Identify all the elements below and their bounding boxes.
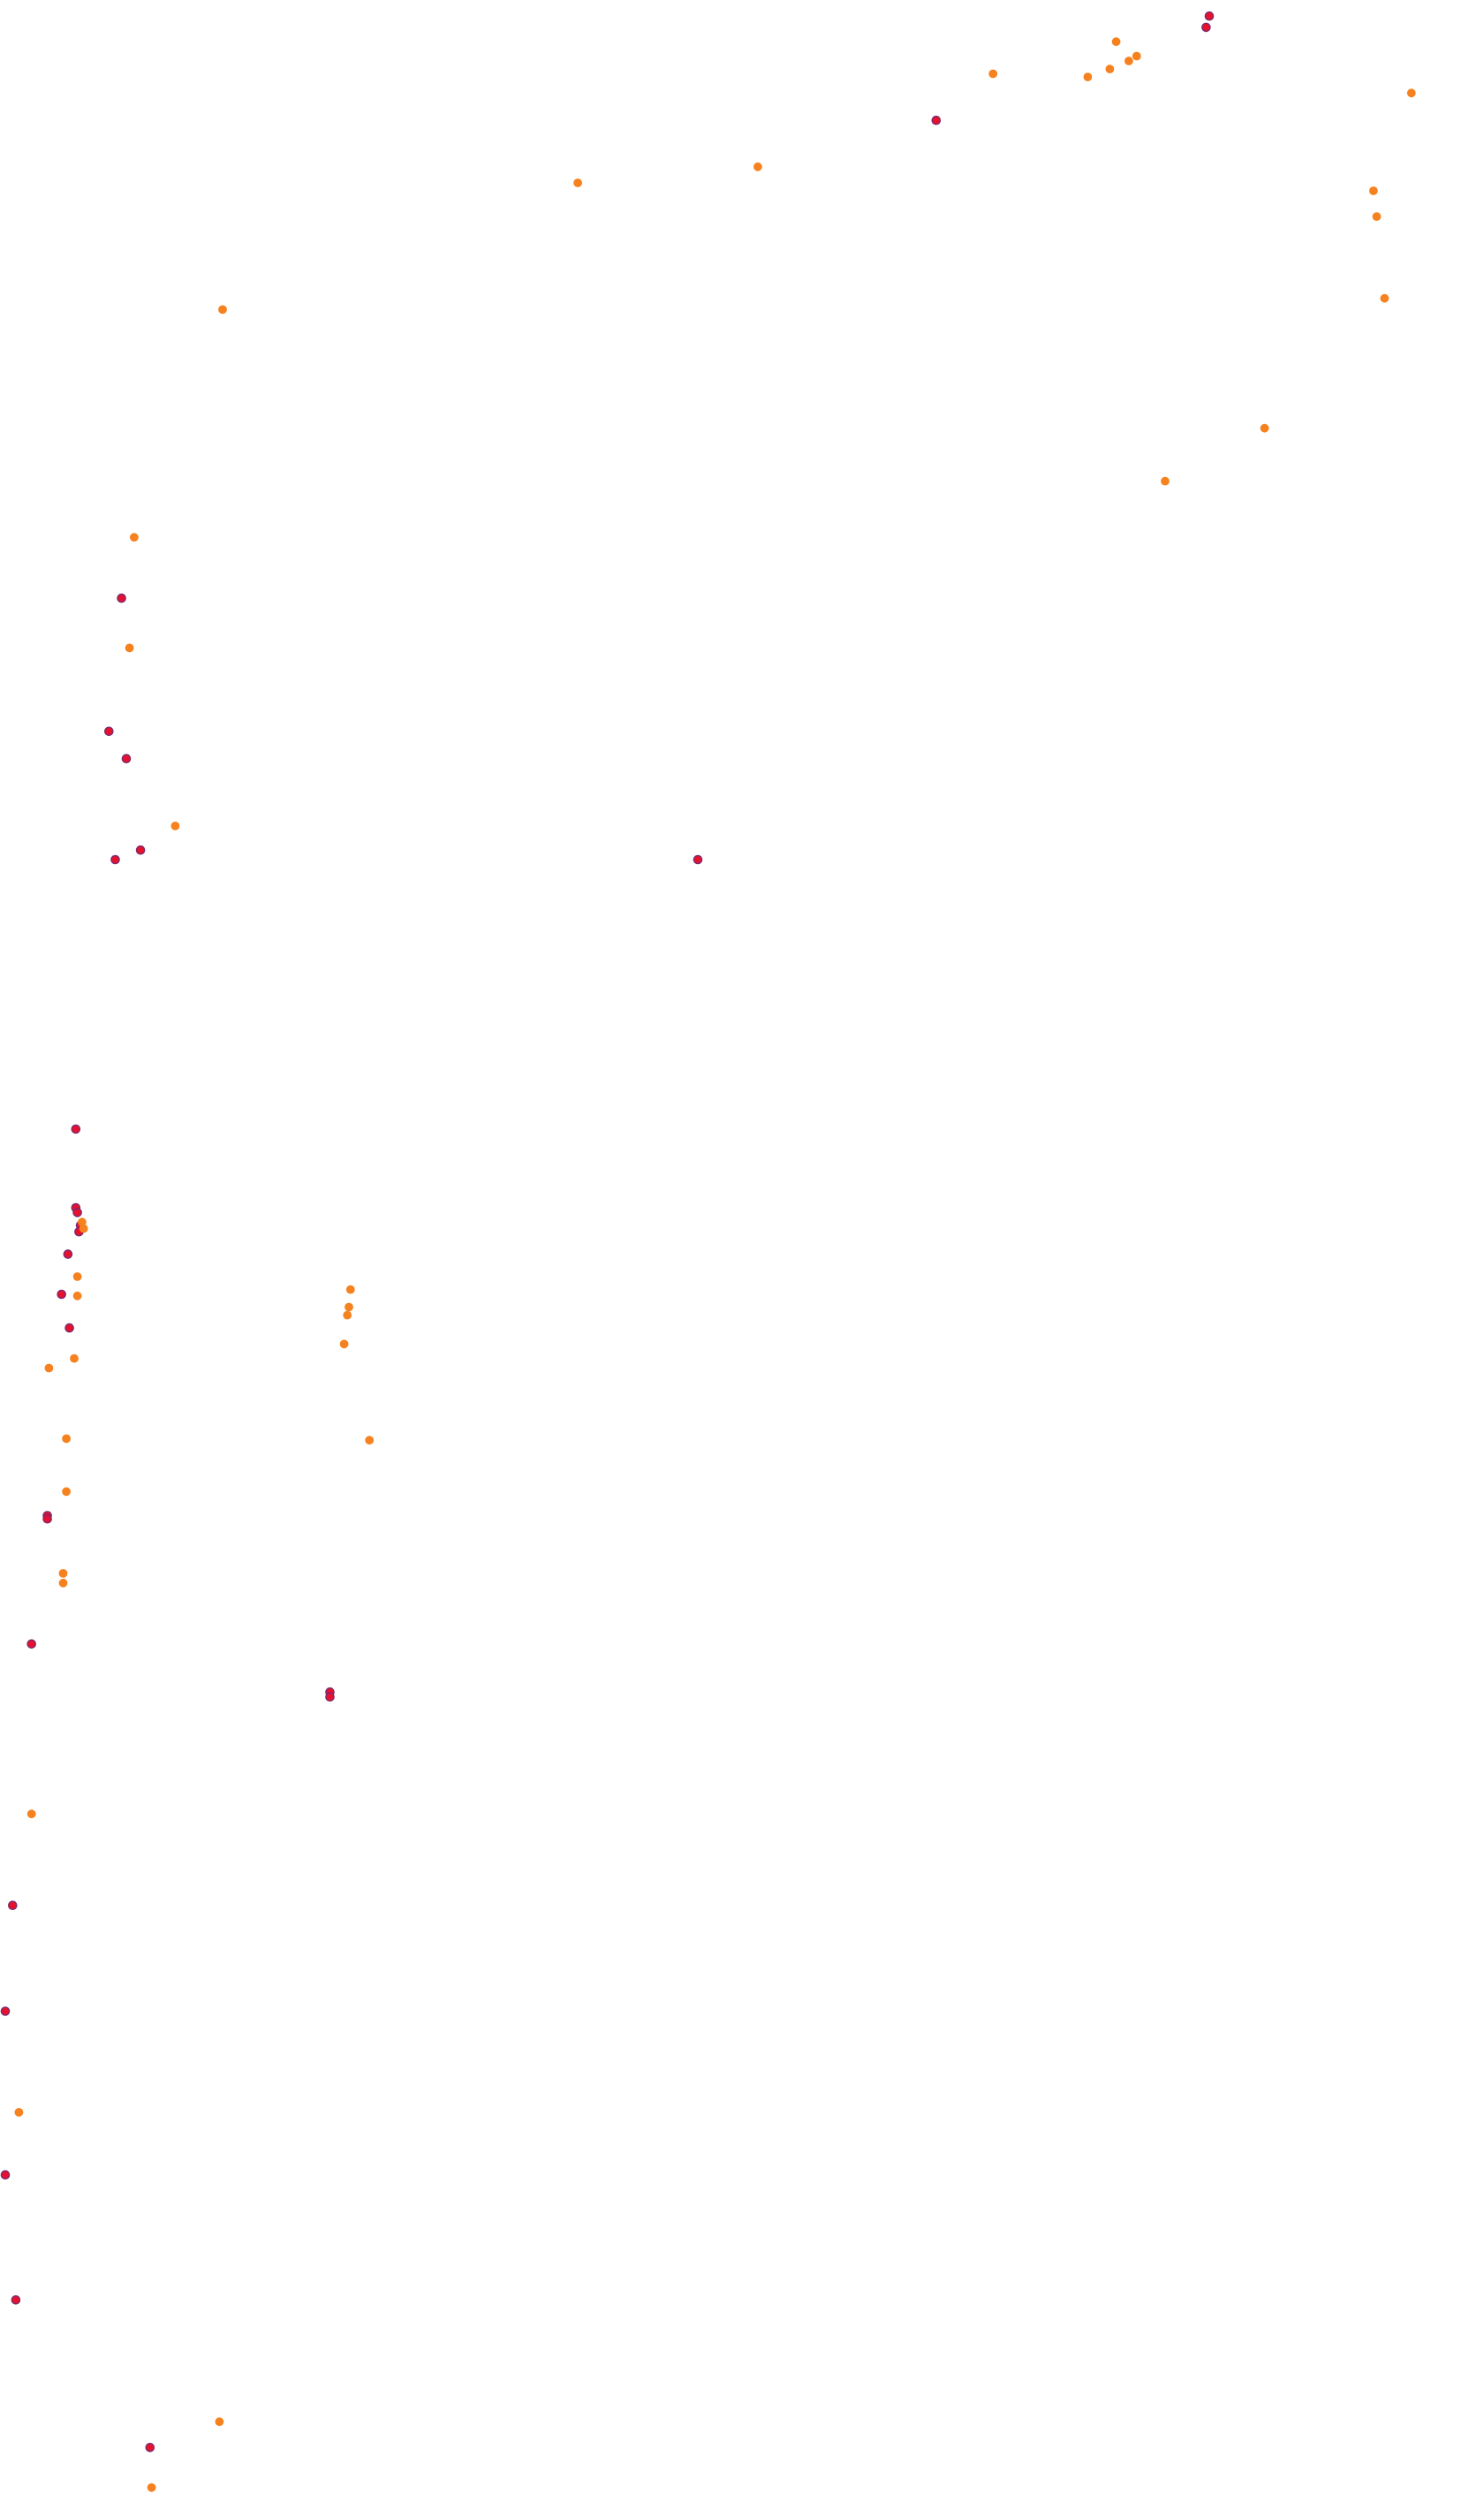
orange-location-marker-27[interactable] [44, 1363, 54, 1373]
red-location-marker-14[interactable] [63, 1249, 73, 1259]
orange-location-marker-34[interactable] [14, 2107, 24, 2117]
orange-location-marker-31[interactable] [58, 1569, 68, 1578]
orange-location-marker-6[interactable] [1406, 88, 1416, 98]
red-location-marker-4[interactable] [104, 726, 114, 737]
orange-location-marker-7[interactable] [753, 162, 762, 171]
orange-location-marker-13[interactable] [1260, 423, 1269, 433]
orange-location-marker-22[interactable] [345, 1285, 355, 1294]
red-location-marker-7[interactable] [110, 854, 120, 865]
orange-location-marker-16[interactable] [125, 643, 134, 653]
orange-location-marker-9[interactable] [1369, 186, 1378, 195]
orange-location-marker-15[interactable] [129, 533, 139, 542]
orange-location-marker-19[interactable] [79, 1224, 88, 1233]
orange-location-marker-33[interactable] [26, 1809, 36, 1819]
orange-location-marker-3[interactable] [1105, 64, 1115, 74]
orange-location-marker-10[interactable] [1372, 212, 1382, 222]
red-location-marker-5[interactable] [121, 754, 132, 764]
red-location-marker-0[interactable] [1204, 11, 1215, 21]
orange-location-marker-24[interactable] [343, 1310, 352, 1320]
red-location-marker-1[interactable] [1201, 22, 1211, 33]
red-location-marker-24[interactable] [0, 2170, 11, 2180]
orange-location-marker-28[interactable] [365, 1436, 375, 1445]
red-location-marker-26[interactable] [145, 2442, 155, 2453]
marker-layer [0, 11, 1416, 2492]
orange-location-marker-4[interactable] [988, 69, 998, 79]
red-location-marker-19[interactable] [26, 1639, 37, 1649]
red-location-marker-8[interactable] [693, 854, 703, 865]
orange-location-marker-17[interactable] [170, 822, 180, 830]
orange-location-marker-32[interactable] [58, 1578, 68, 1588]
orange-location-marker-1[interactable] [1132, 51, 1141, 61]
orange-location-marker-26[interactable] [70, 1353, 79, 1363]
orange-location-marker-29[interactable] [62, 1434, 72, 1444]
red-location-marker-21[interactable] [325, 1692, 335, 1702]
red-location-marker-22[interactable] [8, 1900, 18, 1910]
orange-location-marker-23[interactable] [344, 1302, 353, 1312]
orange-location-marker-0[interactable] [1111, 37, 1121, 47]
orange-location-marker-5[interactable] [1083, 72, 1093, 82]
orange-location-marker-11[interactable] [218, 305, 227, 315]
red-location-marker-6[interactable] [135, 845, 146, 855]
orange-location-marker-30[interactable] [62, 1487, 72, 1497]
red-location-marker-23[interactable] [0, 2006, 11, 2016]
red-location-marker-18[interactable] [42, 1513, 52, 1524]
orange-location-marker-20[interactable] [72, 1272, 82, 1281]
orange-location-marker-14[interactable] [1161, 476, 1170, 486]
orange-location-marker-21[interactable] [72, 1291, 82, 1300]
red-location-marker-9[interactable] [71, 1124, 81, 1134]
orange-location-marker-36[interactable] [147, 2483, 156, 2492]
red-location-marker-2[interactable] [931, 115, 942, 125]
orange-location-marker-2[interactable] [1124, 57, 1133, 65]
orange-location-marker-25[interactable] [339, 1339, 349, 1349]
red-location-marker-16[interactable] [64, 1323, 74, 1333]
orange-location-marker-35[interactable] [215, 2417, 224, 2427]
red-location-marker-15[interactable] [57, 1289, 66, 1300]
red-location-marker-11[interactable] [72, 1208, 82, 1217]
red-location-marker-25[interactable] [11, 2294, 21, 2305]
orange-location-marker-12[interactable] [1380, 293, 1389, 303]
orange-location-marker-8[interactable] [573, 178, 582, 187]
red-location-marker-3[interactable] [117, 593, 126, 603]
